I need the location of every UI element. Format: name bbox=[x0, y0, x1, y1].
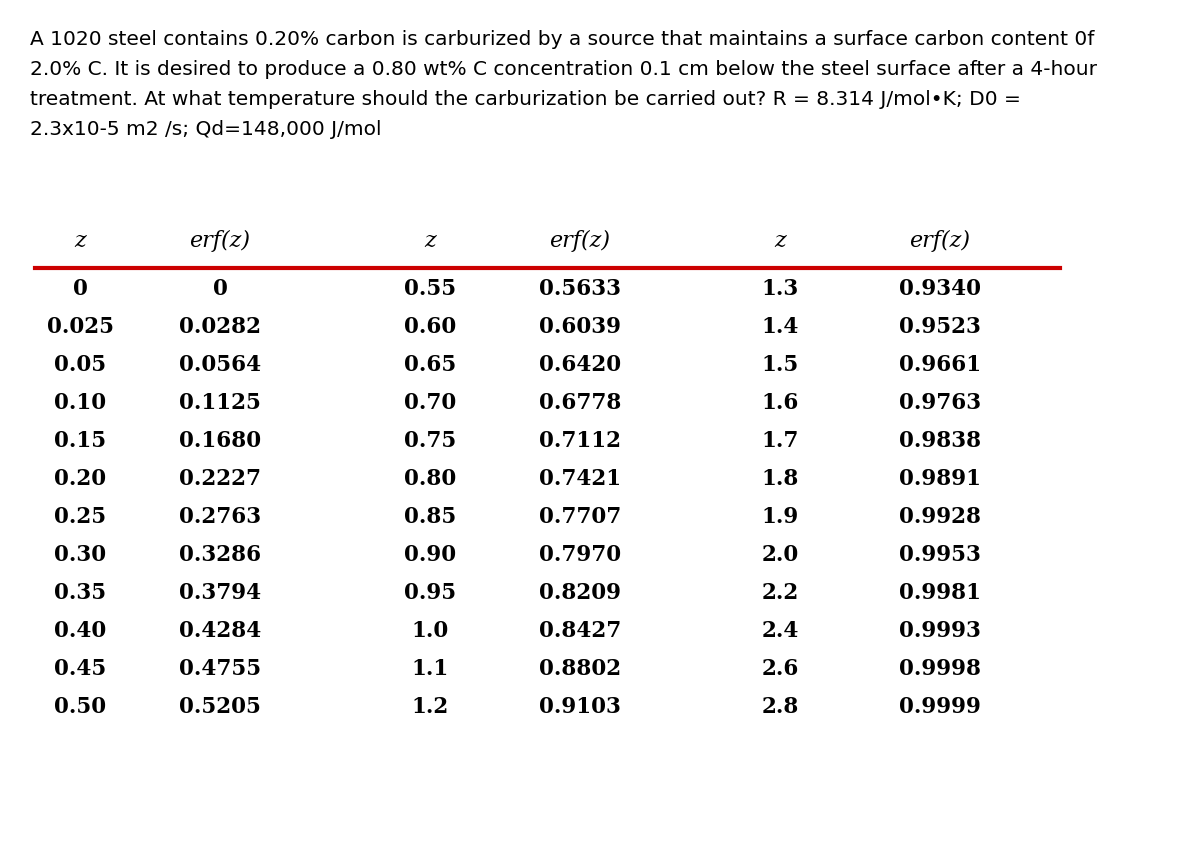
Text: 0.8209: 0.8209 bbox=[539, 582, 622, 604]
Text: 0.0564: 0.0564 bbox=[179, 354, 262, 376]
Text: 0: 0 bbox=[212, 278, 228, 300]
Text: 1.0: 1.0 bbox=[412, 620, 449, 642]
Text: 0.40: 0.40 bbox=[54, 620, 106, 642]
Text: 0.9999: 0.9999 bbox=[899, 696, 980, 718]
Text: 2.4: 2.4 bbox=[761, 620, 799, 642]
Text: 0.05: 0.05 bbox=[54, 354, 106, 376]
Text: 0.9103: 0.9103 bbox=[539, 696, 620, 718]
Text: z: z bbox=[424, 230, 436, 252]
Text: 0.025: 0.025 bbox=[47, 316, 114, 338]
Text: 0.6039: 0.6039 bbox=[539, 316, 622, 338]
Text: 0.5633: 0.5633 bbox=[539, 278, 622, 300]
Text: 0.60: 0.60 bbox=[404, 316, 456, 338]
Text: 1.7: 1.7 bbox=[761, 430, 799, 452]
Text: erf(z): erf(z) bbox=[550, 230, 611, 252]
Text: 2.0% C. It is desired to produce a 0.80 wt% C concentration 0.1 cm below the ste: 2.0% C. It is desired to produce a 0.80 … bbox=[30, 60, 1097, 79]
Text: 0.35: 0.35 bbox=[54, 582, 106, 604]
Text: 0.9953: 0.9953 bbox=[899, 544, 980, 566]
Text: 1.5: 1.5 bbox=[761, 354, 799, 376]
Text: 2.8: 2.8 bbox=[761, 696, 799, 718]
Text: 0.0282: 0.0282 bbox=[179, 316, 262, 338]
Text: 0.55: 0.55 bbox=[404, 278, 456, 300]
Text: 0.7970: 0.7970 bbox=[539, 544, 622, 566]
Text: 0.9523: 0.9523 bbox=[899, 316, 980, 338]
Text: 0.85: 0.85 bbox=[404, 506, 456, 528]
Text: 0.25: 0.25 bbox=[54, 506, 106, 528]
Text: 0.3794: 0.3794 bbox=[179, 582, 262, 604]
Text: 0.90: 0.90 bbox=[404, 544, 456, 566]
Text: 0.9661: 0.9661 bbox=[899, 354, 982, 376]
Text: 0.5205: 0.5205 bbox=[179, 696, 260, 718]
Text: 1.6: 1.6 bbox=[761, 392, 799, 414]
Text: erf(z): erf(z) bbox=[190, 230, 251, 252]
Text: 1.1: 1.1 bbox=[412, 658, 449, 680]
Text: 0.1125: 0.1125 bbox=[179, 392, 260, 414]
Text: 0.45: 0.45 bbox=[54, 658, 106, 680]
Text: 2.6: 2.6 bbox=[761, 658, 799, 680]
Text: 0.10: 0.10 bbox=[54, 392, 106, 414]
Text: 1.4: 1.4 bbox=[761, 316, 799, 338]
Text: 2.3x10-5 m2 /s; Qd​=148,000 J/mol: 2.3x10-5 m2 /s; Qd​=148,000 J/mol bbox=[30, 120, 382, 139]
Text: 0.30: 0.30 bbox=[54, 544, 106, 566]
Text: 0.1680: 0.1680 bbox=[179, 430, 262, 452]
Text: 0.4284: 0.4284 bbox=[179, 620, 262, 642]
Text: treatment. At what temperature should the carburization be carried out? R = 8.31: treatment. At what temperature should th… bbox=[30, 90, 1021, 109]
Text: 0.7707: 0.7707 bbox=[539, 506, 622, 528]
Text: 0.6778: 0.6778 bbox=[539, 392, 622, 414]
Text: 0.50: 0.50 bbox=[54, 696, 106, 718]
Text: 0.9981: 0.9981 bbox=[899, 582, 982, 604]
Text: 0.9891: 0.9891 bbox=[899, 468, 982, 490]
Text: 0.95: 0.95 bbox=[404, 582, 456, 604]
Text: 0.9993: 0.9993 bbox=[899, 620, 980, 642]
Text: 0.75: 0.75 bbox=[404, 430, 456, 452]
Text: 0.2227: 0.2227 bbox=[179, 468, 262, 490]
Text: 0.9928: 0.9928 bbox=[899, 506, 982, 528]
Text: z: z bbox=[774, 230, 786, 252]
Text: 0.3286: 0.3286 bbox=[179, 544, 262, 566]
Text: 0.4755: 0.4755 bbox=[179, 658, 262, 680]
Text: 0.8427: 0.8427 bbox=[539, 620, 622, 642]
Text: 0.7112: 0.7112 bbox=[539, 430, 622, 452]
Text: 0.8802: 0.8802 bbox=[539, 658, 622, 680]
Text: 1.2: 1.2 bbox=[412, 696, 449, 718]
Text: 2.0: 2.0 bbox=[761, 544, 799, 566]
Text: 0.7421: 0.7421 bbox=[539, 468, 622, 490]
Text: 0.65: 0.65 bbox=[404, 354, 456, 376]
Text: z: z bbox=[74, 230, 86, 252]
Text: 0: 0 bbox=[72, 278, 88, 300]
Text: 0.80: 0.80 bbox=[404, 468, 456, 490]
Text: 0.9763: 0.9763 bbox=[899, 392, 982, 414]
Text: 1.3: 1.3 bbox=[761, 278, 799, 300]
Text: 0.9998: 0.9998 bbox=[899, 658, 982, 680]
Text: 0.9340: 0.9340 bbox=[899, 278, 982, 300]
Text: 1.9: 1.9 bbox=[761, 506, 799, 528]
Text: 0.2763: 0.2763 bbox=[179, 506, 262, 528]
Text: 0.9838: 0.9838 bbox=[899, 430, 982, 452]
Text: 0.15: 0.15 bbox=[54, 430, 106, 452]
Text: 0.70: 0.70 bbox=[404, 392, 456, 414]
Text: 0.6420: 0.6420 bbox=[539, 354, 622, 376]
Text: 2.2: 2.2 bbox=[761, 582, 799, 604]
Text: A 1020 steel contains 0.20% carbon is carburized by a source that maintains a su: A 1020 steel contains 0.20% carbon is ca… bbox=[30, 30, 1094, 49]
Text: 1.8: 1.8 bbox=[761, 468, 799, 490]
Text: 0.20: 0.20 bbox=[54, 468, 106, 490]
Text: erf(z): erf(z) bbox=[910, 230, 971, 252]
